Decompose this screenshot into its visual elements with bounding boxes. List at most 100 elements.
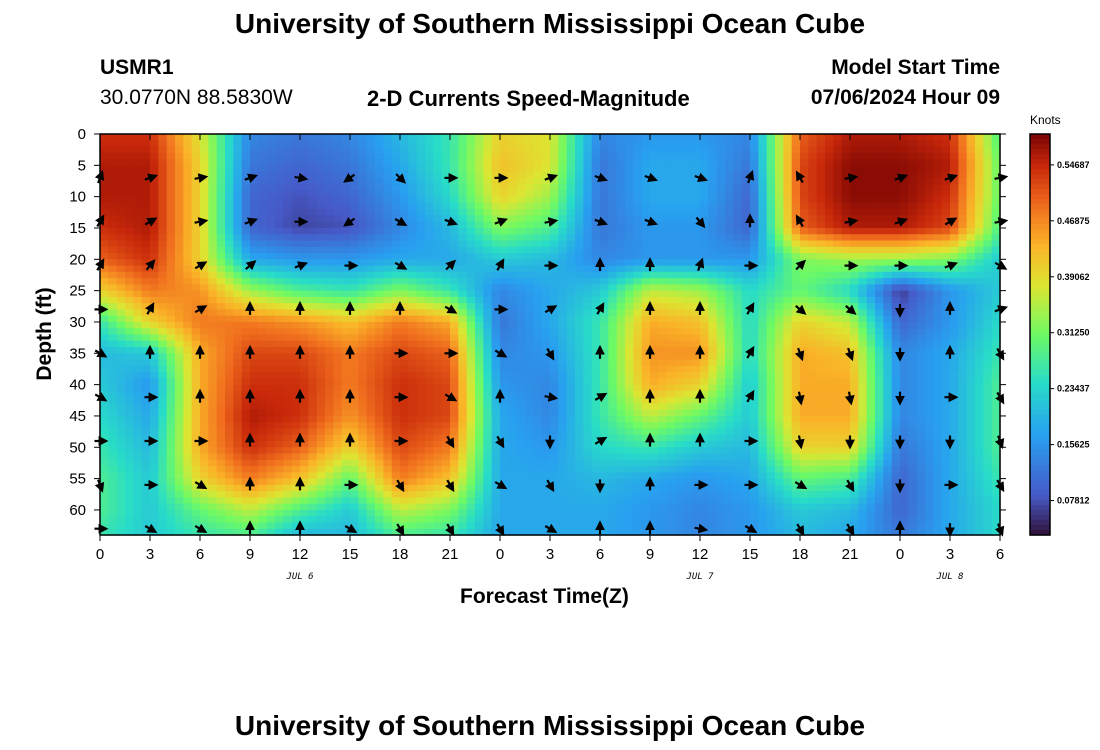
heat-cell <box>858 397 868 405</box>
heat-cell <box>333 209 343 217</box>
heat-cell <box>741 259 751 267</box>
heat-cell <box>350 246 359 254</box>
heat-cell <box>475 290 484 298</box>
heat-cell <box>350 196 359 204</box>
heat-cell <box>675 384 684 392</box>
heat-cell <box>533 152 543 160</box>
heat-cell <box>108 415 118 423</box>
heat-cell <box>425 184 434 191</box>
heat-cell <box>983 246 993 254</box>
heat-cell <box>933 253 943 260</box>
heat-cell <box>816 271 826 279</box>
heat-cell <box>716 134 726 141</box>
heat-cell <box>275 409 284 417</box>
heat-cell <box>908 240 918 248</box>
heat-cell <box>283 284 293 292</box>
heat-cell <box>100 372 109 379</box>
heat-cell <box>966 284 976 292</box>
heat-cell <box>858 265 868 273</box>
heat-cell <box>183 372 193 379</box>
heat-cell <box>775 284 784 292</box>
heat-cell <box>658 321 668 329</box>
heat-cell <box>216 303 226 311</box>
heat-cell <box>650 190 659 198</box>
heat-cell <box>808 215 818 223</box>
heat-cell <box>300 290 309 298</box>
heat-cell <box>141 353 151 361</box>
heat-cell <box>183 265 193 273</box>
heat-cell <box>575 290 584 298</box>
heat-cell <box>533 253 543 260</box>
heat-cell <box>808 221 818 229</box>
heat-cell <box>991 315 1001 323</box>
heat-cell <box>141 196 151 204</box>
heat-cell <box>183 196 193 204</box>
heat-cell <box>325 309 334 317</box>
heat-cell <box>583 340 593 348</box>
heat-cell <box>508 134 518 141</box>
heat-cell <box>608 196 618 204</box>
heat-cell <box>133 134 143 141</box>
heat-cell <box>100 422 109 430</box>
heat-cell <box>808 347 818 354</box>
heat-cell <box>250 253 259 260</box>
heat-cell <box>275 184 284 191</box>
heat-cell <box>558 378 568 386</box>
heat-cell <box>125 372 134 379</box>
heat-cell <box>558 271 568 279</box>
heat-cell <box>291 271 301 279</box>
heat-cell <box>391 390 401 398</box>
heat-cell <box>633 328 643 336</box>
heat-cell <box>166 365 176 373</box>
heat-cell <box>108 177 118 185</box>
heat-cell <box>491 315 501 323</box>
heat-cell <box>825 278 834 285</box>
heat-cell <box>183 246 193 254</box>
heat-cell <box>525 340 534 348</box>
heat-cell <box>358 152 368 160</box>
heat-cell <box>516 234 526 242</box>
heat-cell <box>891 390 901 398</box>
heat-cell <box>166 321 176 329</box>
heat-cell <box>633 265 643 273</box>
heat-cell <box>375 234 384 242</box>
heat-cell <box>525 171 534 179</box>
heat-cell <box>825 315 834 323</box>
heat-cell <box>758 278 768 285</box>
heat-cell <box>591 278 601 285</box>
heat-cell <box>533 278 543 285</box>
heat-cell <box>625 347 634 354</box>
heat-cell <box>516 397 526 405</box>
heat-cell <box>341 315 351 323</box>
heat-cell <box>933 353 943 361</box>
heat-cell <box>408 259 418 267</box>
heat-cell <box>316 140 326 148</box>
heat-cell <box>291 265 301 273</box>
heat-cell <box>516 140 526 148</box>
heat-cell <box>150 146 159 154</box>
heat-cell <box>925 328 934 336</box>
heat-cell <box>758 290 768 298</box>
heat-cell <box>891 303 901 311</box>
heat-cell <box>283 190 293 198</box>
heat-cell <box>133 171 143 179</box>
heat-cell <box>591 140 601 148</box>
heat-cell <box>541 165 551 173</box>
heat-cell <box>450 134 459 141</box>
heat-cell <box>850 271 859 279</box>
heat-cell <box>516 290 526 298</box>
heat-cell <box>233 253 243 260</box>
heat-cell <box>908 271 918 279</box>
heat-cell <box>841 403 851 411</box>
heat-cell <box>333 240 343 248</box>
heat-cell <box>883 284 893 292</box>
heat-cell <box>583 246 593 254</box>
heat-cell <box>725 328 734 336</box>
heat-cell <box>216 196 226 204</box>
heat-cell <box>883 221 893 229</box>
heat-cell <box>850 365 859 373</box>
heat-cell <box>475 365 484 373</box>
heat-cell <box>975 259 984 267</box>
heat-cell <box>175 353 184 361</box>
heat-cell <box>250 296 259 304</box>
